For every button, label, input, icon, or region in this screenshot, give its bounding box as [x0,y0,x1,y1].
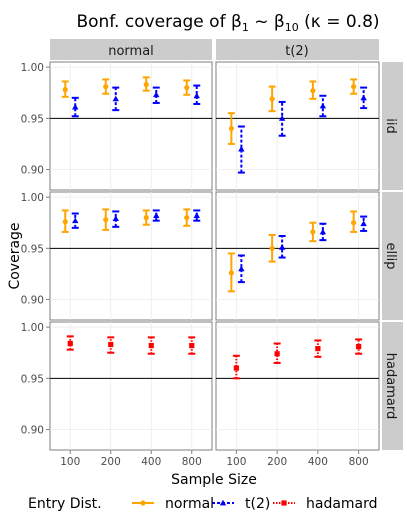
x-tick-label: 100 [226,456,246,468]
x-tick-label: 200 [101,456,121,468]
point-t2-100 [238,265,245,272]
y-tick-label: 1.00 [21,192,44,204]
point-normal-200 [269,96,275,102]
point-normal-400 [310,88,316,94]
x-axis-title: Sample Size [171,472,257,488]
point-t2-800 [360,94,367,101]
point-normal-200 [269,245,275,251]
y-tick-label: 1.00 [21,322,44,334]
point-normal-200 [103,217,109,223]
x-tick-label: 800 [349,456,369,468]
legend-key-symbol [281,500,287,506]
point-t2-100 [72,103,79,110]
point-normal-800 [184,215,190,221]
panel-iid-t2 [215,61,380,191]
point-t2-200 [278,115,286,121]
point-t2-800 [360,220,367,227]
panel-ellip-normal [49,191,213,321]
point-t2-200 [278,244,286,250]
y-tick-label: 0.90 [21,165,44,177]
point-t2-100 [72,217,79,224]
point-t2-400 [153,212,160,218]
x-tick-labels: 100 200 400 800 100 200 400 800 [60,450,369,468]
x-tick-label: 800 [182,456,202,468]
point-hadamard-200 [274,351,280,357]
strip-col-t2-bg [216,39,379,60]
point-hadamard-800 [189,342,195,349]
y-tick-label: 1.00 [21,62,44,74]
panel-group [49,61,380,451]
point-t2-100 [238,145,245,152]
point-normal-200 [103,83,109,90]
panel-ellip-t2 [215,191,380,321]
point-hadamard-100 [67,340,73,347]
panel-background [49,61,213,191]
point-normal-400 [143,215,149,221]
strip-col-normal-bg [50,39,212,60]
y-tick-label: 0.90 [21,295,44,307]
panel-background [49,321,213,451]
legend-title: Entry Dist. [28,496,102,512]
point-hadamard-200 [108,341,114,348]
legend-label-normal: normal [165,496,214,512]
point-t2-800 [193,212,200,218]
panel-background [215,321,380,451]
panel-hadamard-normal [49,321,213,451]
point-t2-400 [319,102,327,109]
point-normal-400 [310,229,316,235]
legend-key-normal [132,500,154,506]
y-tick-labels: 0.90 0.95 1.00 0.90 0.95 1.00 0.90 0.95 1.00 [21,62,50,437]
strip-row-ellip-bg [382,192,403,320]
point-normal-800 [351,83,357,90]
point-hadamard-400 [148,342,154,349]
legend-keys [132,499,295,506]
point-normal-100 [62,219,68,225]
point-t2-400 [153,91,160,98]
strip-row-hadamard: hadamard [383,353,398,419]
point-t2-800 [193,92,200,99]
point-t2-200 [112,215,119,222]
y-axis-title: Coverage [7,222,23,289]
x-tick-label: 100 [60,456,80,468]
y-tick-label: 0.95 [21,113,44,125]
strip-row-iid-bg [382,62,403,190]
legend-label-t2: t(2) [245,496,270,512]
legend-key-t2 [212,499,234,506]
point-normal-800 [351,220,357,226]
x-tick-label: 200 [267,456,287,468]
strip-col-normal: normal [108,44,154,59]
point-normal-100 [62,87,68,93]
point-hadamard-400 [315,346,321,352]
chart-title: Bonf. coverage of β1 ~ β10 (κ = 0.8) [76,12,379,34]
legend-label-hadamard: hadamard [306,496,378,512]
point-hadamard-800 [356,343,362,350]
x-tick-label: 400 [308,456,328,468]
strip-col-t2: t(2) [285,44,309,59]
legend: Entry Dist. normal t(2) hadamard [28,496,378,512]
y-tick-label: 0.95 [21,373,44,385]
legend-key-symbol [140,500,146,506]
strip-row-hadamard-bg [382,322,403,450]
panel-iid-normal [49,61,213,191]
point-normal-100 [228,125,234,132]
y-tick-label: 0.95 [21,243,44,255]
point-normal-800 [184,85,190,91]
point-hadamard-100 [233,365,239,371]
x-tick-label: 400 [141,456,161,468]
y-tick-label: 0.90 [21,425,44,437]
strip-row-ellip: ellip [383,242,398,269]
strip-row-iid: iid [383,118,398,133]
panel-hadamard-t2 [215,321,380,451]
point-t2-200 [112,95,119,102]
point-t2-400 [319,228,327,235]
point-normal-100 [228,270,234,276]
point-normal-400 [143,81,149,88]
legend-key-symbol [219,499,227,506]
legend-key-hadamard [273,500,295,506]
